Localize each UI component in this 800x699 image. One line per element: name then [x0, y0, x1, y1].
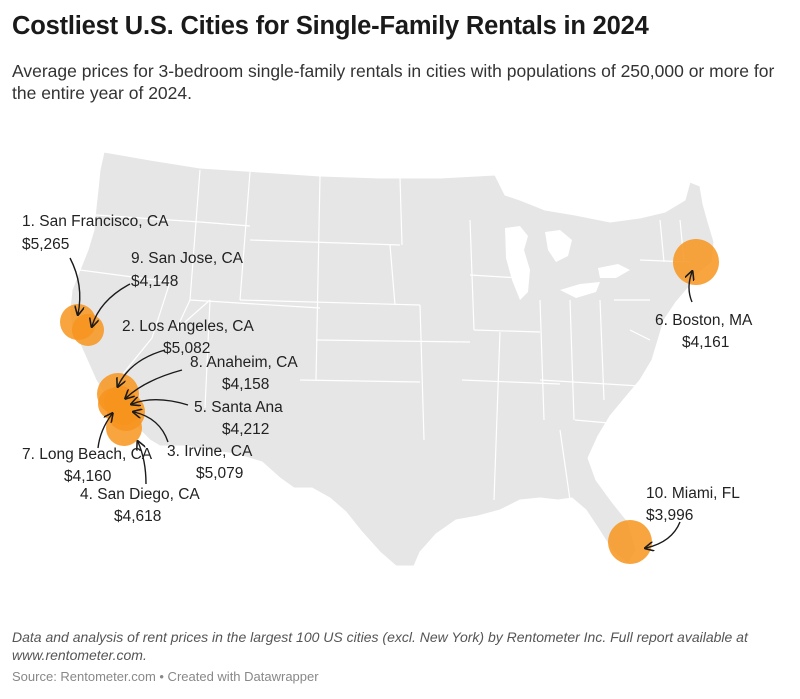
label-san-jose-price: $4,148: [131, 273, 178, 290]
label-long-beach-price: $4,160: [64, 468, 112, 485]
label-santa-ana-name: 5. Santa Ana: [194, 399, 283, 416]
arrow-santa-ana: [132, 400, 189, 405]
label-long-beach-name: 7. Long Beach, CA: [22, 446, 153, 463]
marker-san-diego: [106, 410, 142, 446]
label-san-jose-name: 9. San Jose, CA: [131, 250, 244, 267]
label-miami-name: 10. Miami, FL: [646, 485, 740, 502]
label-santa-ana-price: $4,212: [222, 421, 269, 438]
label-miami-price: $3,996: [646, 507, 693, 524]
source-credit: Source: Rentometer.com • Created with Da…: [12, 669, 319, 684]
label-irvine-name: 3. Irvine, CA: [167, 443, 253, 460]
label-san-francisco-price: $5,265: [22, 236, 69, 253]
label-san-francisco-name: 1. San Francisco, CA: [22, 213, 169, 230]
label-san-diego-name: 4. San Diego, CA: [80, 486, 200, 503]
marker-miami: [608, 520, 652, 564]
marker-san-jose: [72, 314, 104, 346]
arrow-boston: [689, 272, 692, 303]
footnote: Data and analysis of rent prices in the …: [12, 629, 748, 663]
arrow-san-jose: [92, 283, 131, 326]
label-los-angeles-name: 2. Los Angeles, CA: [122, 318, 254, 335]
callout-arrows: [69, 257, 692, 548]
city-labels: 1. San Francisco, CA $5,265 9. San Jose,…: [22, 213, 753, 525]
label-anaheim-name: 8. Anaheim, CA: [190, 354, 298, 371]
arrow-long-beach: [97, 414, 112, 449]
great-lakes: [505, 226, 630, 300]
label-boston-name: 6. Boston, MA: [655, 312, 753, 329]
state-borders: [79, 169, 691, 501]
label-los-angeles-price: $5,082: [163, 340, 210, 357]
city-markers: [60, 239, 719, 564]
label-san-diego-price: $4,618: [114, 508, 161, 525]
label-irvine-price: $5,079: [196, 465, 243, 482]
label-anaheim-price: $4,158: [222, 376, 269, 393]
arrow-miami: [646, 521, 681, 548]
arrow-san-diego: [138, 442, 147, 485]
marker-boston: [673, 239, 719, 285]
chart-title: Costliest U.S. Cities for Single-Family …: [12, 12, 649, 40]
arrow-irvine: [134, 412, 169, 443]
label-boston-price: $4,161: [682, 334, 729, 351]
arrow-san-francisco: [69, 257, 80, 314]
arrow-anaheim: [126, 369, 183, 398]
chart-subtitle: Average prices for 3-bedroom single-fami…: [12, 61, 775, 103]
arrow-los-angeles: [118, 349, 166, 386]
